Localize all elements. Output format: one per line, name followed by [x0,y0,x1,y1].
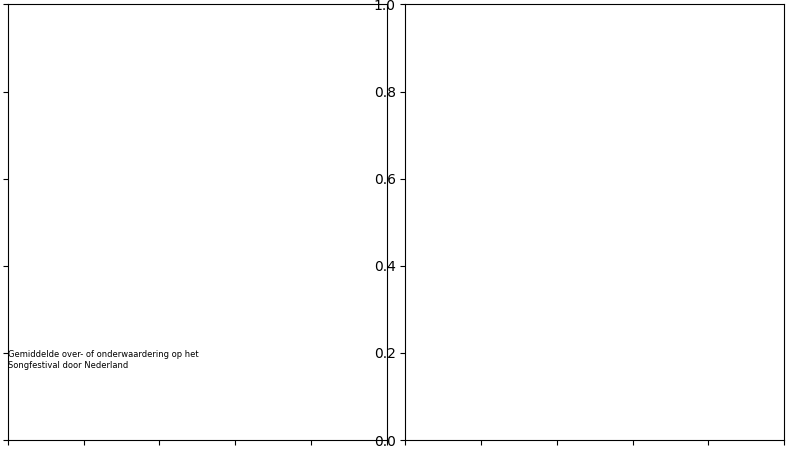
Text: Gemiddelde over- of onderwaardering op het
Songfestival door Nederland: Gemiddelde over- of onderwaardering op h… [8,350,199,370]
